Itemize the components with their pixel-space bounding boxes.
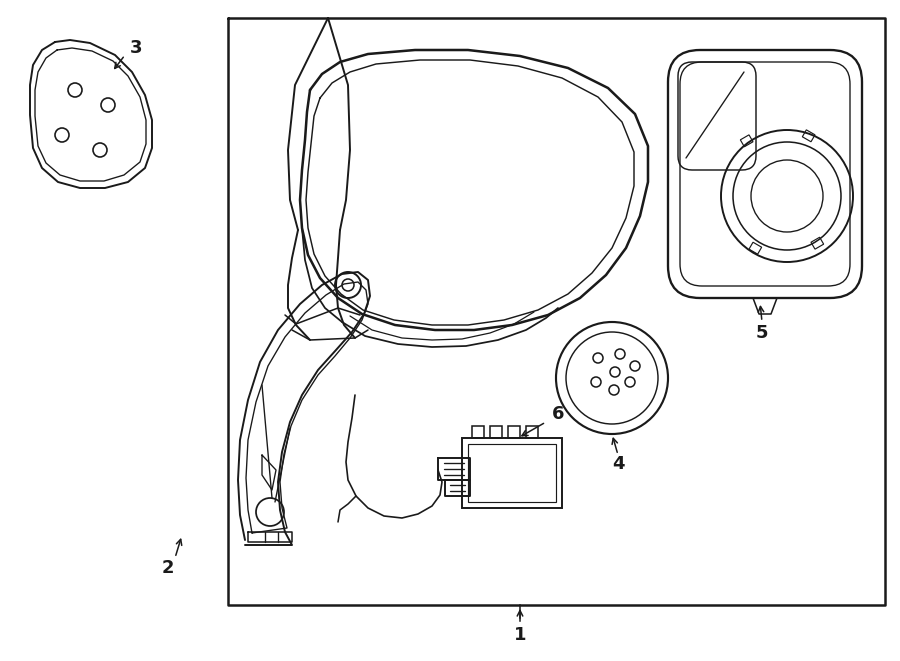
Bar bbox=[468, 444, 556, 502]
Text: 4: 4 bbox=[612, 455, 625, 473]
Text: 3: 3 bbox=[130, 39, 142, 57]
Bar bbox=[490, 426, 502, 438]
Bar bbox=[802, 130, 815, 141]
Bar bbox=[749, 242, 761, 254]
Bar bbox=[741, 135, 753, 147]
Text: 6: 6 bbox=[552, 405, 564, 423]
Text: 2: 2 bbox=[162, 559, 175, 577]
Bar bbox=[526, 426, 538, 438]
Text: 1: 1 bbox=[514, 626, 526, 644]
Bar bbox=[508, 426, 520, 438]
Bar bbox=[811, 237, 824, 249]
Bar bbox=[462, 438, 562, 508]
Text: 5: 5 bbox=[756, 324, 769, 342]
Bar bbox=[472, 426, 484, 438]
